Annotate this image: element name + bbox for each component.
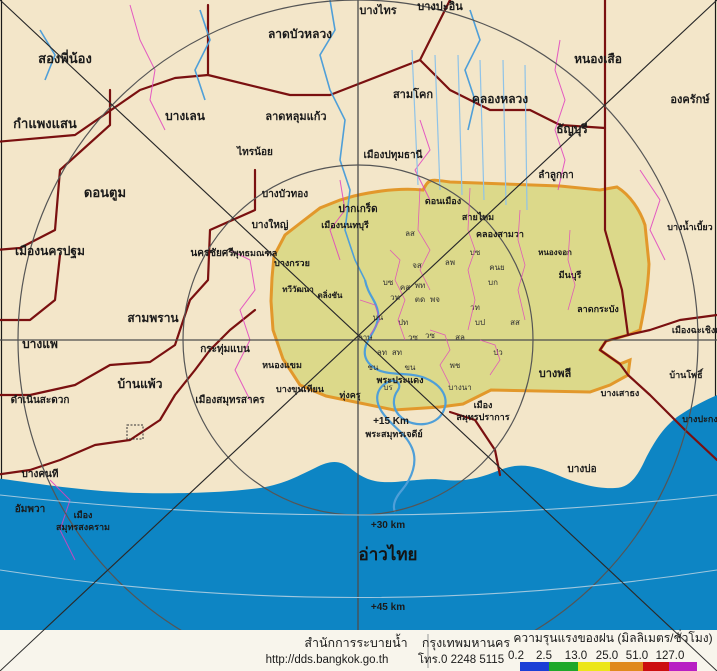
svg-text:เมือง: เมือง (74, 509, 93, 520)
svg-text:สามพราน: สามพราน (127, 311, 179, 325)
svg-text:มีนบุรี: มีนบุรี (559, 270, 582, 281)
svg-text:สล: สล (455, 333, 465, 342)
svg-text:บางกรวย: บางกรวย (274, 258, 310, 268)
svg-text:พระสมุทรเจดีย์: พระสมุทรเจดีย์ (365, 428, 422, 440)
svg-text:อัมพวา: อัมพวา (15, 503, 45, 515)
svg-text:เมืองปทุมธานี: เมืองปทุมธานี (364, 149, 423, 161)
svg-text:เมืองนนทบุรี: เมืองนนทบุรี (321, 219, 369, 231)
svg-text:บางแพ: บางแพ (22, 337, 58, 351)
svg-text:บางพลี: บางพลี (539, 367, 572, 380)
svg-text:อ่าวไทย: อ่าวไทย (358, 544, 417, 564)
svg-text:บางนา: บางนา (448, 383, 471, 392)
svg-text:พจ: พจ (430, 295, 440, 304)
svg-text:บางบัวทอง: บางบัวทอง (262, 188, 308, 200)
svg-text:สำนักการระบายน้ำ: สำนักการระบายน้ำ (304, 633, 407, 650)
svg-text:คนย: คนย (489, 263, 505, 272)
svg-text:วซ: วซ (408, 333, 418, 342)
svg-text:สท: สท (392, 348, 402, 357)
svg-text:บก: บก (488, 278, 498, 287)
svg-text:พช: พช (450, 361, 461, 370)
svg-text:ขน: ขน (405, 363, 416, 372)
svg-text:ตด: ตด (415, 295, 425, 304)
svg-text:สมุทรปราการ: สมุทรปราการ (456, 412, 509, 423)
svg-text:ลำลูกกา: ลำลูกกา (538, 169, 574, 182)
svg-text:สส: สส (510, 318, 520, 327)
svg-text:ชน: ชน (368, 363, 379, 372)
svg-text:ลาดบัวหลวง: ลาดบัวหลวง (268, 27, 332, 41)
svg-text:บางไทร: บางไทร (359, 3, 396, 17)
svg-text:ทุ่งครุ: ทุ่งครุ (339, 390, 360, 401)
svg-text:คส: คส (400, 283, 410, 292)
svg-text:กระทุ่มแบน: กระทุ่มแบน (200, 343, 250, 355)
svg-text:ลท: ลท (377, 348, 387, 357)
svg-text:สองพี่น้อง: สองพี่น้อง (38, 49, 92, 66)
svg-text:ปากเกร็ด: ปากเกร็ด (338, 201, 377, 215)
svg-text:โทร.0 2248 5115: โทร.0 2248 5115 (418, 652, 504, 666)
svg-text:ดอนตูม: ดอนตูม (84, 185, 126, 201)
svg-text:พท: พท (415, 281, 426, 290)
svg-text:บป: บป (475, 318, 485, 327)
svg-text:+45 km: +45 km (371, 602, 405, 613)
svg-text:51.0: 51.0 (626, 650, 648, 662)
svg-text:เมืองนครปฐม: เมืองนครปฐม (15, 244, 85, 259)
svg-text:ปท: ปท (398, 318, 408, 327)
svg-text:ลส: ลส (405, 229, 415, 238)
svg-text:บางบ่อ: บางบ่อ (567, 463, 596, 475)
svg-text:คลองหลวง: คลองหลวง (472, 92, 528, 106)
svg-text:บซ: บซ (383, 278, 394, 287)
svg-text:เมือง: เมือง (474, 399, 493, 410)
svg-text:กำแพงแสน: กำแพงแสน (13, 116, 77, 131)
svg-text:บางเลน: บางเลน (165, 109, 206, 123)
svg-text:ความรุนแรงของฝน (มิลลิเมตร/ชั่: ความรุนแรงของฝน (มิลลิเมตร/ชั่วโมง) (513, 629, 712, 646)
svg-text:ตลิ่งชัน: ตลิ่งชัน (318, 289, 343, 300)
svg-text:สมุทรสงคราม: สมุทรสงคราม (56, 522, 110, 533)
svg-text:หนองจอก: หนองจอก (538, 248, 572, 257)
svg-text:นครชัยศรี: นครชัยศรี (190, 247, 234, 259)
svg-text:บางน้ำเบี้ยว: บางน้ำเบี้ยว (667, 220, 712, 232)
svg-text:กรุงเทพมหานคร: กรุงเทพมหานคร (422, 636, 511, 651)
svg-text:ดำเนินสะดวก: ดำเนินสะดวก (11, 394, 70, 406)
svg-text:บางเสาธง: บางเสาธง (601, 388, 640, 398)
svg-text:http://dds.bangkok.go.th: http://dds.bangkok.go.th (266, 654, 389, 666)
svg-text:องครักษ์: องครักษ์ (670, 93, 710, 106)
svg-text:บางใหญ่: บางใหญ่ (252, 218, 289, 231)
svg-text:วท: วท (470, 303, 480, 312)
svg-text:13.0: 13.0 (565, 650, 587, 662)
svg-text:ไทรน้อย: ไทรน้อย (236, 145, 273, 158)
svg-text:คลองสามวา: คลองสามวา (476, 229, 524, 239)
svg-text:หนองแขม: หนองแขม (262, 360, 302, 370)
svg-text:บร: บร (383, 383, 393, 392)
svg-text:ลาดกระบัง: ลาดกระบัง (577, 304, 619, 314)
svg-text:ปว: ปว (493, 348, 503, 357)
svg-text:บ้านแพ้ว: บ้านแพ้ว (118, 377, 163, 391)
svg-text:+30 km: +30 km (371, 520, 405, 531)
svg-text:วซ: วซ (425, 331, 435, 340)
svg-text:บซ: บซ (470, 248, 481, 257)
svg-text:เมืองฉะเชิงเทรา: เมืองฉะเชิงเทรา (672, 324, 717, 335)
svg-text:บางปะกง: บางปะกง (682, 414, 717, 424)
svg-text:0.2: 0.2 (508, 650, 524, 662)
svg-text:บางคนที: บางคนที (22, 468, 59, 480)
svg-text:ลพ: ลพ (445, 258, 455, 267)
svg-text:บ้านโพธิ์: บ้านโพธิ์ (669, 368, 704, 380)
svg-text:ลาดหลุมแก้ว: ลาดหลุมแก้ว (265, 110, 326, 124)
svg-text:ดอนเมือง: ดอนเมือง (425, 195, 461, 206)
svg-text:หนองเสือ: หนองเสือ (574, 52, 622, 66)
svg-text:25.0: 25.0 (596, 650, 618, 662)
svg-text:2.5: 2.5 (536, 650, 552, 662)
svg-text:บางปะอิน: บางปะอิน (417, 0, 463, 13)
svg-text:เมืองสมุทรสาคร: เมืองสมุทรสาคร (195, 394, 265, 406)
svg-text:สามโคก: สามโคก (393, 87, 433, 101)
svg-text:+15 Km: +15 Km (373, 416, 409, 427)
svg-text:127.0: 127.0 (656, 650, 685, 662)
